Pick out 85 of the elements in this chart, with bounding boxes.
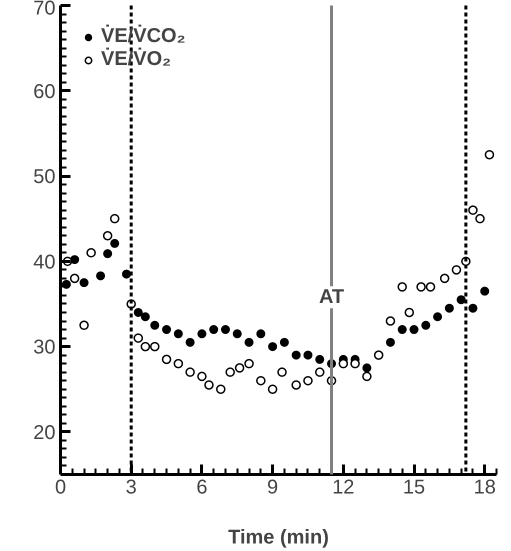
point	[244, 338, 254, 347]
point	[204, 380, 214, 390]
point	[452, 265, 462, 275]
point	[216, 384, 226, 394]
point	[350, 358, 360, 368]
x-tick-label: 3	[126, 476, 137, 498]
point	[162, 354, 172, 364]
legend-label: V̇E/V̇O₂	[101, 48, 172, 71]
point	[475, 214, 485, 224]
x-tick-label: 6	[196, 476, 208, 498]
legend-label: V̇E/V̇CO₂	[101, 25, 186, 48]
point	[225, 367, 235, 377]
y-tick-label: 20	[33, 422, 56, 444]
point	[421, 320, 430, 330]
point	[444, 304, 454, 313]
point	[134, 308, 143, 317]
point	[232, 329, 242, 338]
point	[416, 282, 426, 292]
point	[162, 325, 172, 334]
point	[303, 376, 313, 386]
point	[110, 214, 120, 224]
point	[79, 320, 89, 330]
point	[440, 274, 450, 284]
point	[256, 329, 266, 338]
point	[197, 372, 207, 382]
point	[234, 363, 244, 373]
point	[315, 354, 324, 364]
y-tick-label: 30	[33, 336, 56, 359]
point	[303, 350, 312, 360]
point	[386, 316, 396, 326]
point	[398, 325, 407, 334]
point	[280, 338, 289, 347]
point	[362, 372, 372, 382]
y-tick-label: 70	[33, 0, 56, 20]
x-tick-label: 18	[474, 476, 496, 498]
point	[174, 358, 184, 368]
y-tick-label: 60	[33, 80, 56, 103]
y-tick-label: 50	[33, 166, 56, 188]
point	[185, 367, 195, 377]
point	[277, 367, 287, 377]
point	[314, 367, 324, 377]
ref-line-label: AT	[318, 286, 344, 308]
point	[80, 278, 89, 288]
point	[209, 325, 218, 334]
point	[426, 282, 436, 292]
point	[268, 384, 278, 394]
point	[197, 329, 206, 338]
point	[292, 350, 301, 360]
point	[122, 270, 131, 279]
point	[456, 295, 466, 304]
point	[96, 271, 106, 280]
point	[150, 320, 160, 330]
point	[268, 342, 278, 352]
point	[468, 205, 478, 215]
point	[484, 150, 494, 160]
x-tick-label: 0	[54, 476, 66, 498]
point	[468, 304, 478, 313]
y-tick-label: 40	[33, 251, 56, 274]
point	[404, 308, 414, 318]
point	[362, 363, 372, 372]
point	[174, 329, 183, 338]
point	[140, 312, 150, 322]
point	[338, 358, 348, 368]
point	[433, 312, 442, 322]
x-tick-label: 9	[267, 476, 278, 498]
point	[397, 282, 407, 292]
point	[140, 342, 150, 352]
point	[103, 249, 112, 258]
point	[291, 380, 301, 390]
x-axis-title: Time (min)	[228, 526, 329, 548]
point	[86, 248, 96, 258]
point	[150, 342, 160, 352]
point	[186, 338, 195, 347]
point	[410, 325, 419, 334]
point	[110, 238, 120, 248]
point	[244, 358, 254, 368]
point	[386, 338, 395, 347]
point	[220, 325, 230, 334]
x-tick-label: 15	[402, 476, 426, 498]
point	[134, 333, 144, 343]
x-tick-label: 12	[332, 476, 354, 498]
point	[256, 376, 266, 386]
point	[102, 230, 112, 240]
point	[70, 274, 80, 284]
point	[480, 286, 490, 296]
